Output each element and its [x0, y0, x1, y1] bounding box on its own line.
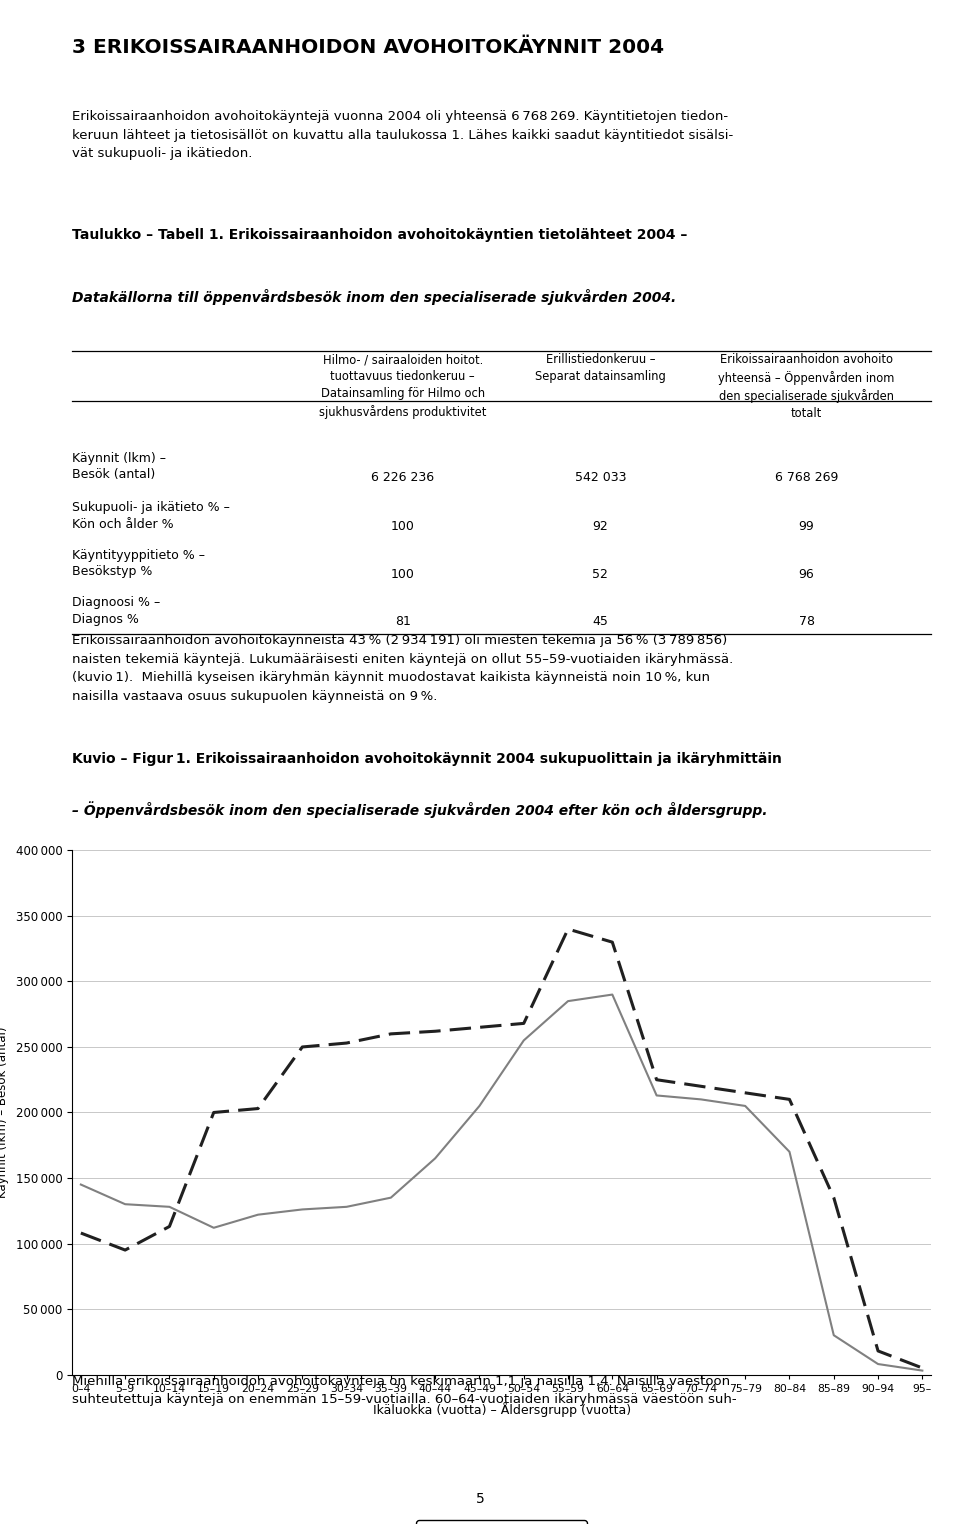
Text: 52: 52: [592, 568, 609, 581]
Text: 6 226 236: 6 226 236: [372, 471, 434, 483]
Text: Käyntityyppitieto % –
Besökstyp %: Käyntityyppitieto % – Besökstyp %: [72, 549, 205, 578]
Text: Erikoissairaanhoidon avohoito
yhteensä – Öppenvården inom
den specialiserade sju: Erikoissairaanhoidon avohoito yhteensä –…: [718, 354, 895, 421]
Text: 78: 78: [799, 616, 815, 628]
Text: Miehillä erikoissairaanhoidon avohoitokäyntejä on keskimäärin 1,1 ja naisilla 1,: Miehillä erikoissairaanhoidon avohoitokä…: [72, 1375, 736, 1407]
Text: Erikoissairaanhoidon avohoitokäyntejä vuonna 2004 oli yhteensä 6 768 269. Käynti: Erikoissairaanhoidon avohoitokäyntejä vu…: [72, 110, 733, 160]
Text: 100: 100: [391, 520, 415, 533]
Text: 3 ERIKOISSAIRAANHOIDON AVOHOITOKÄYNNIT 2004: 3 ERIKOISSAIRAANHOIDON AVOHOITOKÄYNNIT 2…: [72, 38, 664, 56]
X-axis label: Ikäluokka (vuotta) – Åldersgrupp (vuotta): Ikäluokka (vuotta) – Åldersgrupp (vuotta…: [372, 1402, 631, 1417]
Text: Erillistiedonkeruu –
Separat datainsamling: Erillistiedonkeruu – Separat datainsamli…: [535, 354, 666, 384]
Text: Diagnoosi % –
Diagnos %: Diagnoosi % – Diagnos %: [72, 596, 160, 626]
Y-axis label: Käynnit (lkm) – Besök (antal): Käynnit (lkm) – Besök (antal): [0, 1027, 9, 1198]
Text: Datakällorna till öppenvårdsbesök inom den specialiserade sjukvården 2004.: Datakällorna till öppenvårdsbesök inom d…: [72, 288, 676, 305]
Text: – Öppenvårdsbesök inom den specialiserade sjukvården 2004 efter kön och åldersgr: – Öppenvårdsbesök inom den specialiserad…: [72, 802, 767, 818]
Text: Hilmo- / sairaaloiden hoitot.
tuottavuus tiedonkeruu –
Datainsamling för Hilmo o: Hilmo- / sairaaloiden hoitot. tuottavuus…: [319, 354, 487, 419]
Text: 100: 100: [391, 568, 415, 581]
Text: Taulukko – Tabell 1. Erikoissairaanhoidon avohoitokäyntien tietolähteet 2004 –: Taulukko – Tabell 1. Erikoissairaanhoido…: [72, 229, 687, 242]
Text: Sukupuoli- ja ikätieto % –
Kön och ålder %: Sukupuoli- ja ikätieto % – Kön och ålder…: [72, 501, 229, 530]
Text: 99: 99: [799, 520, 814, 533]
Text: 5: 5: [475, 1492, 485, 1506]
Text: Käynnit (lkm) –
Besök (antal): Käynnit (lkm) – Besök (antal): [72, 453, 166, 482]
Text: 542 033: 542 033: [575, 471, 626, 483]
Text: 81: 81: [395, 616, 411, 628]
Text: Kuvio – Figur 1. Erikoissairaanhoidon avohoitokäynnit 2004 sukupuolittain ja ikä: Kuvio – Figur 1. Erikoissairaanhoidon av…: [72, 753, 781, 767]
Text: 6 768 269: 6 768 269: [775, 471, 838, 483]
Text: 96: 96: [799, 568, 814, 581]
Text: 45: 45: [592, 616, 609, 628]
Text: Erikoissairaanhoidon avohoitokäynneistä 43 % (2 934 191) oli miesten tekemiä ja : Erikoissairaanhoidon avohoitokäynneistä …: [72, 634, 733, 703]
Text: 92: 92: [592, 520, 609, 533]
Legend: Miehet – Män, Naiset – Kvinnor: Miehet – Män, Naiset – Kvinnor: [417, 1519, 587, 1524]
